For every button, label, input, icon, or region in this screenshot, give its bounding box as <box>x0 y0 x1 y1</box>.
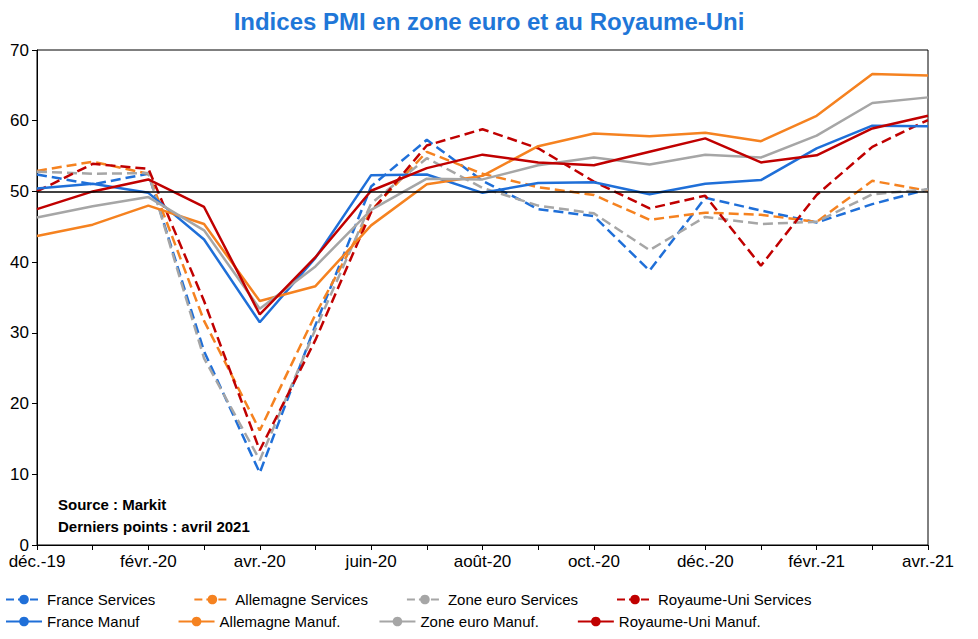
svg-text:Royaume-Uni Manuf.: Royaume-Uni Manuf. <box>619 613 761 630</box>
svg-text:50: 50 <box>10 182 29 201</box>
svg-text:60: 60 <box>10 111 29 130</box>
svg-text:Derniers points : avril 2021: Derniers points : avril 2021 <box>58 518 250 535</box>
svg-text:20: 20 <box>10 394 29 413</box>
svg-text:déc.-19: déc.-19 <box>9 552 66 571</box>
svg-text:70: 70 <box>10 41 29 60</box>
svg-text:févr.-21: févr.-21 <box>788 552 845 571</box>
svg-text:déc.-20: déc.-20 <box>677 552 734 571</box>
svg-text:avr.-21: avr.-21 <box>902 552 954 571</box>
svg-text:oct.-20: oct.-20 <box>568 552 620 571</box>
svg-text:10: 10 <box>10 465 29 484</box>
svg-text:Allemagne Manuf.: Allemagne Manuf. <box>220 613 341 630</box>
svg-text:Indices PMI en zone euro et au: Indices PMI en zone euro et au Royaume-U… <box>234 8 745 35</box>
svg-text:France Services: France Services <box>47 591 155 608</box>
svg-text:0: 0 <box>19 535 29 555</box>
svg-text:Zone euro Services: Zone euro Services <box>448 591 578 608</box>
svg-text:France Manuf: France Manuf <box>47 613 140 630</box>
svg-text:août-20: août-20 <box>454 552 512 571</box>
svg-text:40: 40 <box>10 253 29 272</box>
svg-text:juin-20: juin-20 <box>345 552 397 571</box>
svg-text:avr.-20: avr.-20 <box>234 552 286 571</box>
svg-text:Royaume-Uni Services: Royaume-Uni Services <box>658 591 811 608</box>
svg-text:févr.-20: févr.-20 <box>120 552 177 571</box>
svg-text:30: 30 <box>10 323 29 342</box>
svg-text:Source : Markit: Source : Markit <box>58 496 166 513</box>
svg-text:Zone euro Manuf.: Zone euro Manuf. <box>420 613 538 630</box>
svg-text:Allemagne Services: Allemagne Services <box>235 591 368 608</box>
